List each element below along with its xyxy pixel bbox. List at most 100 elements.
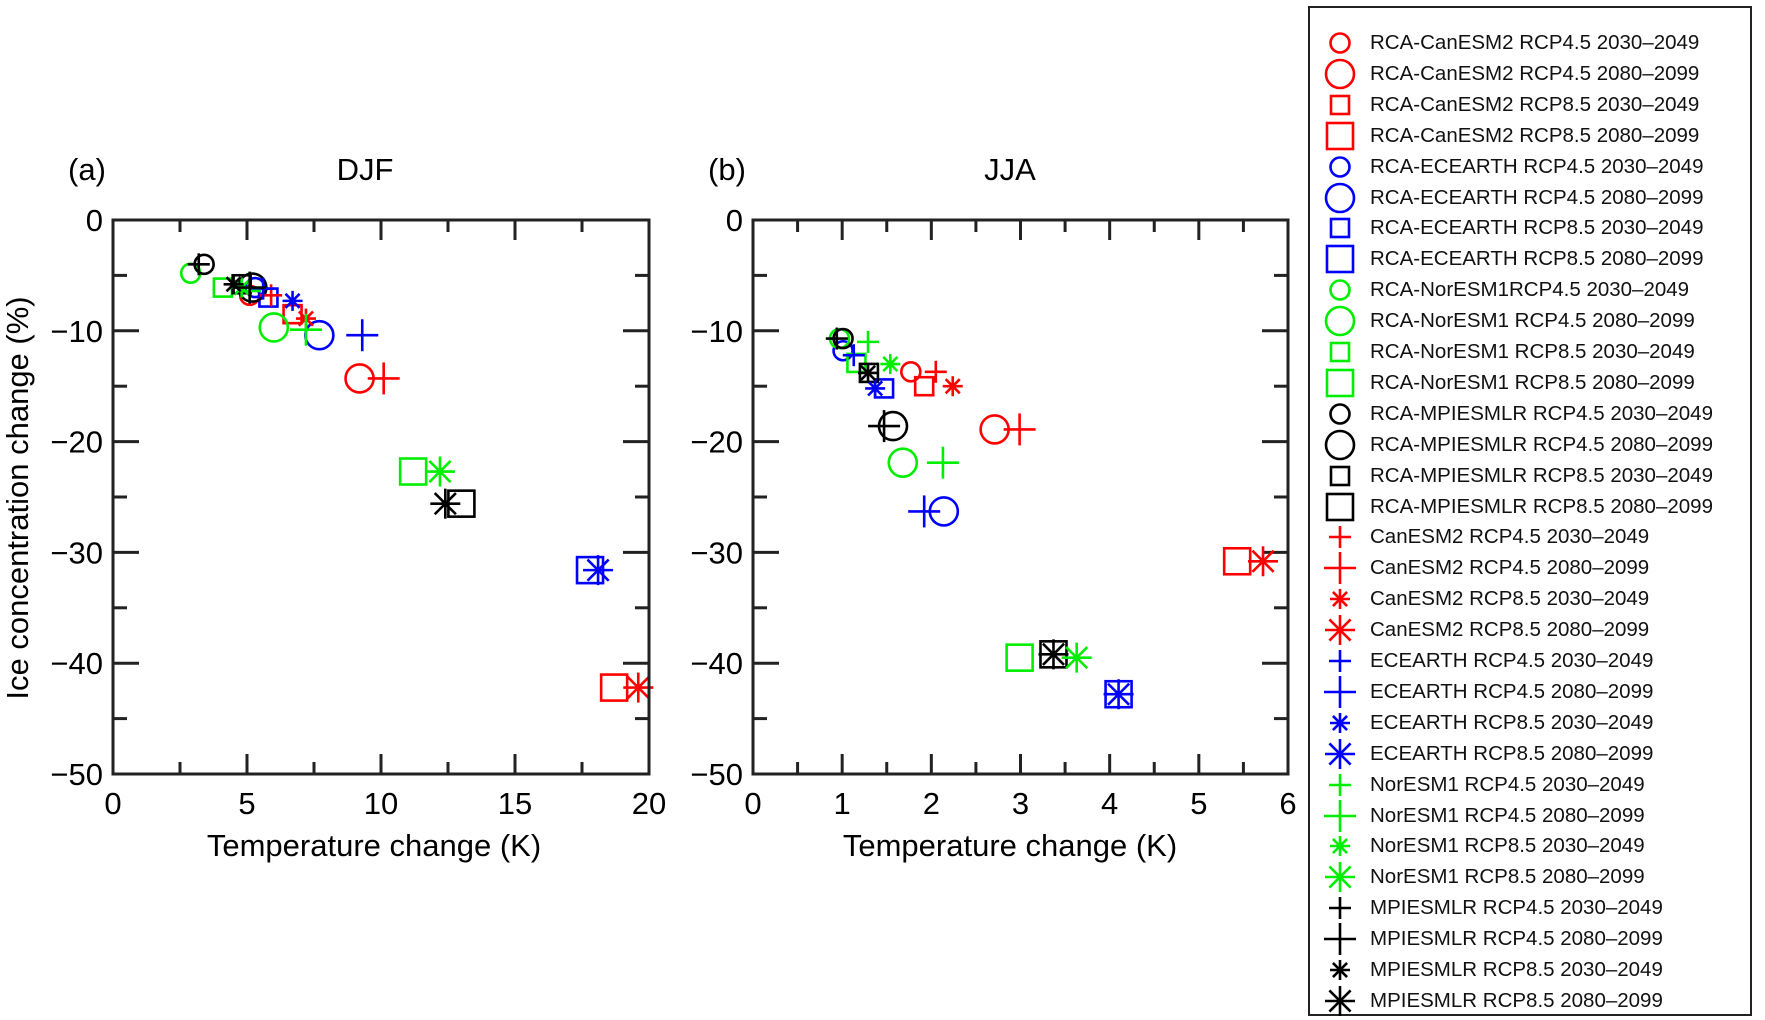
y-tick-label: −50 [690, 757, 743, 792]
y-tick-labels: 0 −10 −20 −30 −40 −50 [690, 203, 743, 792]
asterisk-marker-icon [1310, 615, 1370, 646]
legend-entry: ECEARTH RCP4.5 2080–2099 [1310, 675, 1654, 708]
legend-label: NorESM1 RCP8.5 2030–2049 [1370, 834, 1645, 858]
legend-marker [1329, 32, 1351, 54]
panel-title: JJA [984, 152, 1036, 187]
data-point [233, 271, 266, 304]
circle-marker-icon [1310, 152, 1370, 182]
legend-marker [1329, 94, 1351, 116]
legend-entry: RCA-MPIESMLR RCP8.5 2080–2099 [1310, 492, 1713, 522]
legend-label: RCA-ECEARTH RCP8.5 2030–2049 [1370, 216, 1704, 240]
y-tick-label: −40 [690, 646, 743, 681]
legend-marker [1329, 279, 1351, 301]
legend-marker [1329, 650, 1351, 672]
x-tick-label: 4 [1101, 786, 1118, 821]
legend-entry: RCA-MPIESMLR RCP8.5 2030–2049 [1310, 461, 1713, 491]
x-tick-label: 20 [632, 786, 666, 821]
data-point [858, 362, 879, 383]
data-markers [825, 327, 1279, 710]
x-axis-label: Temperature change (K) [843, 828, 1177, 863]
data-point [424, 456, 455, 487]
legend-marker [1330, 712, 1350, 733]
legend-marker [1324, 58, 1356, 90]
y-tick-labels: 0 −10 −20 −30 −40 −50 [50, 203, 103, 792]
legend-label: MPIESMLR RCP8.5 2030–2049 [1370, 958, 1663, 981]
data-point [1005, 643, 1034, 672]
plus-marker-icon [1310, 799, 1370, 832]
data-point [289, 313, 322, 346]
legend-label: CanESM2 RCP4.5 2030–2049 [1370, 525, 1650, 549]
legend-marker [1325, 244, 1355, 274]
plus-marker-icon [1310, 923, 1370, 956]
data-point [924, 360, 947, 383]
legend-marker [1324, 799, 1356, 832]
data-point [887, 447, 919, 478]
data-point [583, 555, 614, 586]
legend-entry: RCA-MPIESMLR RCP4.5 2030–2049 [1310, 399, 1713, 429]
legend-label: RCA-CanESM2 RCP4.5 2080–2099 [1370, 61, 1700, 85]
legend-entry: CanESM2 RCP4.5 2030–2049 [1310, 522, 1649, 552]
legend-marker [1329, 341, 1351, 363]
legend-marker [1324, 552, 1356, 585]
plus-marker-icon [1310, 552, 1370, 585]
legend-entry: RCA-NorESM1 RCP8.5 2030–2049 [1310, 337, 1695, 367]
legend-label: RCA-ECEARTH RCP4.5 2030–2049 [1370, 154, 1704, 178]
legend-label: ECEARTH RCP8.5 2030–2049 [1370, 710, 1654, 734]
legend-label: RCA-NorESM1 RCP4.5 2080–2099 [1370, 309, 1695, 333]
legend-entry: RCA-ECEARTH RCP8.5 2030–2049 [1310, 213, 1703, 243]
y-tick-label: −30 [690, 535, 743, 570]
legend-label: RCA-MPIESMLR RCP4.5 2030–2049 [1370, 401, 1713, 425]
x-tick-labels: 0 5 10 15 20 [104, 786, 666, 821]
legend-entry: CanESM2 RCP4.5 2080–2099 [1310, 552, 1649, 585]
legend-entry: RCA-ECEARTH RCP8.5 2080–2099 [1310, 244, 1703, 274]
y-tick-label: −50 [50, 757, 103, 792]
legend-label: RCA-NorESM1RCP4.5 2030–2049 [1370, 278, 1690, 302]
legend-marker [1329, 155, 1351, 178]
legend-marker [1325, 738, 1355, 769]
legend-label: RCA-MPIESMLR RCP8.5 2080–2099 [1370, 494, 1713, 518]
plus-marker-icon [1310, 646, 1370, 676]
data-point [430, 488, 461, 519]
legend-label: RCA-ECEARTH RCP4.5 2080–2099 [1370, 185, 1704, 209]
square-marker-icon [1310, 492, 1370, 522]
panel-djf: (a) DJF 0 −10 −20 −30 −40 −50 0 5 10 15 20 Temper… [50, 152, 666, 863]
circle-marker-icon [1310, 429, 1370, 460]
legend-label: NorESM1 RCP4.5 2080–2099 [1370, 803, 1645, 827]
legend-entry: ECEARTH RCP8.5 2030–2049 [1310, 708, 1653, 738]
panel-title: DJF [337, 152, 394, 187]
legend-label: RCA-MPIESMLR RCP8.5 2030–2049 [1370, 463, 1713, 487]
square-marker-icon [1310, 213, 1370, 243]
legend-marker [1329, 218, 1351, 239]
legend-entry: RCA-CanESM2 RCP4.5 2080–2099 [1310, 58, 1700, 90]
square-marker-icon [1310, 368, 1370, 398]
data-point [900, 360, 922, 383]
data-point [179, 262, 202, 284]
legend-label: RCA-CanESM2 RCP8.5 2030–2049 [1370, 92, 1700, 116]
legend-entry: RCA-ECEARTH RCP4.5 2080–2099 [1310, 182, 1704, 213]
x-tick-label: 0 [104, 786, 121, 821]
asterisk-marker-icon [1310, 708, 1370, 738]
x-tick-label: 1 [834, 786, 851, 821]
legend-label: CanESM2 RCP8.5 2080–2099 [1370, 618, 1650, 642]
data-point [825, 327, 848, 350]
legend-entry: RCA-NorESM1RCP4.5 2030–2049 [1310, 275, 1689, 305]
legend-entry: ECEARTH RCP4.5 2030–2049 [1310, 646, 1653, 676]
data-point [1103, 679, 1134, 710]
x-tick-label: 5 [238, 786, 255, 821]
data-point [367, 362, 400, 395]
legend-marker [1324, 923, 1356, 956]
data-point [282, 290, 303, 311]
legend-label: ECEARTH RCP4.5 2080–2099 [1370, 679, 1654, 703]
legend-label: RCA-MPIESMLR RCP4.5 2080–2099 [1370, 432, 1713, 456]
legend-marker [1325, 121, 1355, 150]
plus-marker-icon [1310, 770, 1370, 800]
asterisk-marker-icon [1310, 831, 1370, 861]
asterisk-marker-icon [1310, 584, 1370, 614]
data-point [1061, 642, 1092, 673]
legend-label: CanESM2 RCP8.5 2030–2049 [1370, 587, 1650, 611]
x-tick-label: 3 [1012, 786, 1029, 821]
plot-frame [751, 218, 1290, 776]
x-tick-label: 0 [744, 786, 761, 821]
y-tick-label: −30 [50, 535, 103, 570]
panel-jja: (b) JJA 0 −10 −20 −30 −40 −50 0 1 2 3 4 5 6 Tempera… [690, 152, 1296, 863]
